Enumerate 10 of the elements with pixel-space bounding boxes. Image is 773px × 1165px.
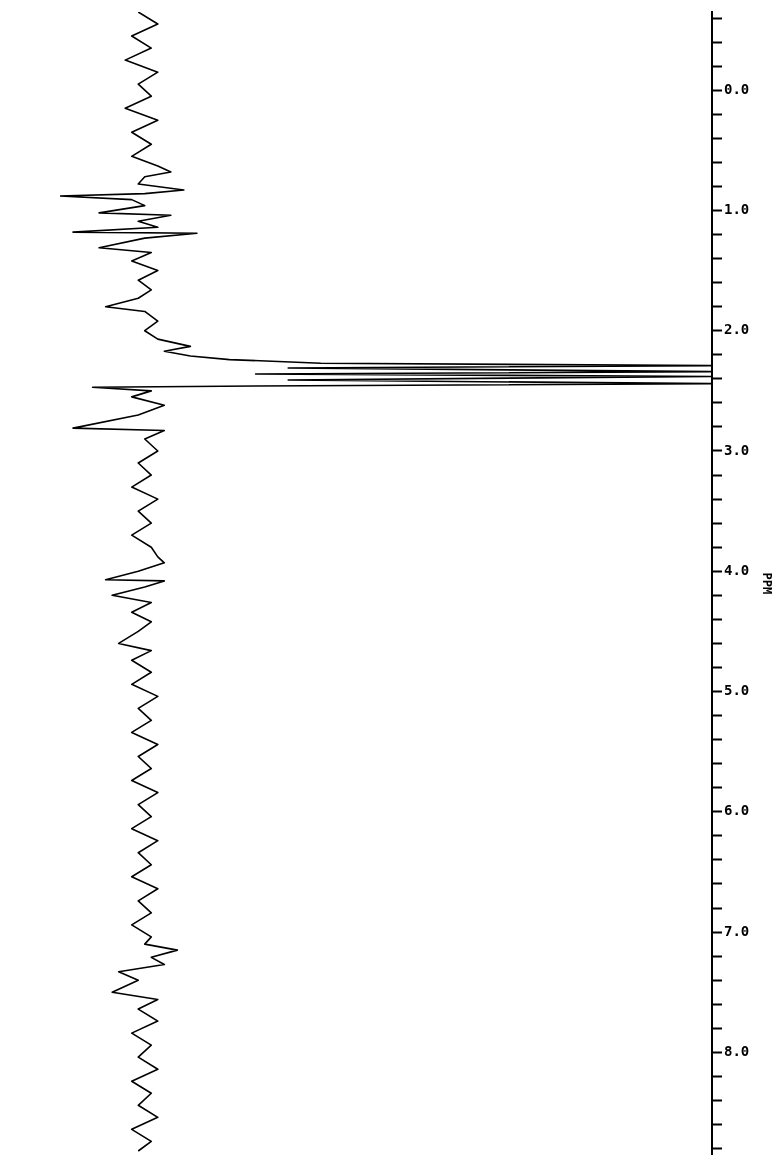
y-tick-label: 1.0 <box>724 201 750 218</box>
y-tick-label: 5.0 <box>724 682 750 699</box>
y-tick-label: 4.0 <box>724 561 750 578</box>
y-tick-label: 8.0 <box>724 1043 750 1060</box>
y-tick-label: 2.0 <box>724 321 750 338</box>
y-tick-label: 6.0 <box>724 802 750 819</box>
y-tick-label: 0.0 <box>724 80 750 97</box>
y-axis-title: PPM <box>759 572 773 595</box>
y-tick-label: 3.0 <box>724 441 750 458</box>
y-tick-label: 7.0 <box>724 922 750 939</box>
